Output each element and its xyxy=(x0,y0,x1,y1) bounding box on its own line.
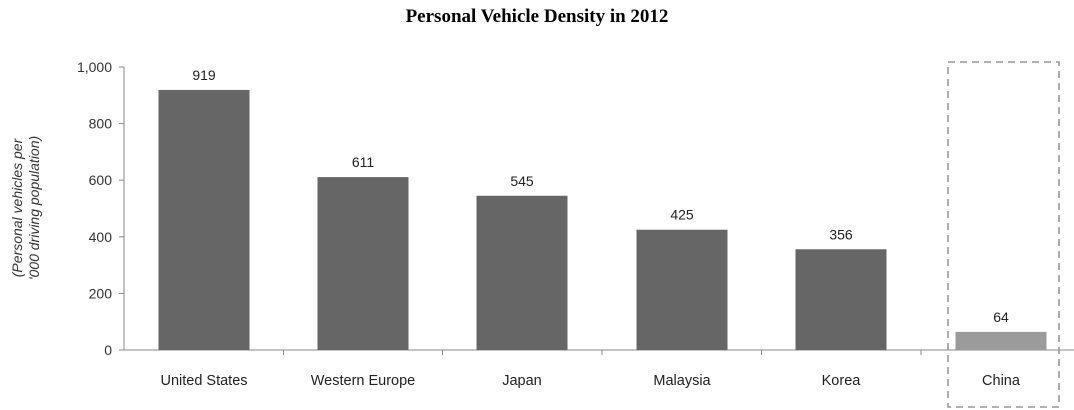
labels: 919 United States 611 Western Europe 545 Japa… xyxy=(160,61,1060,408)
x-category-label: Malaysia xyxy=(653,373,711,389)
data-label: 545 xyxy=(510,173,534,189)
y-axis-title-line-2: '000 driving population) xyxy=(26,136,42,280)
bar-korea xyxy=(795,249,887,350)
bar-united-states xyxy=(158,89,250,350)
bar-western-europe xyxy=(317,177,409,350)
y-tick-label: 800 xyxy=(89,116,113,132)
y-axis-title: (Personal vehicles per '000 driving popu… xyxy=(9,136,42,280)
data-label: 356 xyxy=(829,226,853,242)
y-tick-label: 600 xyxy=(89,172,113,188)
data-label: 425 xyxy=(670,207,694,223)
bars xyxy=(158,89,1047,350)
x-category-label: United States xyxy=(160,373,247,389)
y-tick-label: 200 xyxy=(89,285,113,301)
chart-title: Personal Vehicle Density in 2012 xyxy=(405,6,669,27)
data-label: 919 xyxy=(192,67,216,83)
axes: 0 200 400 600 800 1,000 xyxy=(77,59,1074,358)
x-category-label: Korea xyxy=(822,373,862,389)
highlight-box xyxy=(947,61,1060,408)
x-category-label: Western Europe xyxy=(311,373,416,389)
x-category-label: Japan xyxy=(502,373,542,389)
x-category-label: China xyxy=(982,373,1021,389)
bar-japan xyxy=(476,195,568,350)
y-axis-title-line-1: (Personal vehicles per xyxy=(9,137,25,277)
y-tick-label: 400 xyxy=(89,229,113,245)
y-tick-label: 0 xyxy=(104,342,112,358)
bar-malaysia xyxy=(636,229,728,350)
data-label: 611 xyxy=(352,154,375,170)
y-tick-label: 1,000 xyxy=(77,59,112,75)
data-label: 64 xyxy=(993,309,1009,325)
bar-china xyxy=(955,331,1047,350)
